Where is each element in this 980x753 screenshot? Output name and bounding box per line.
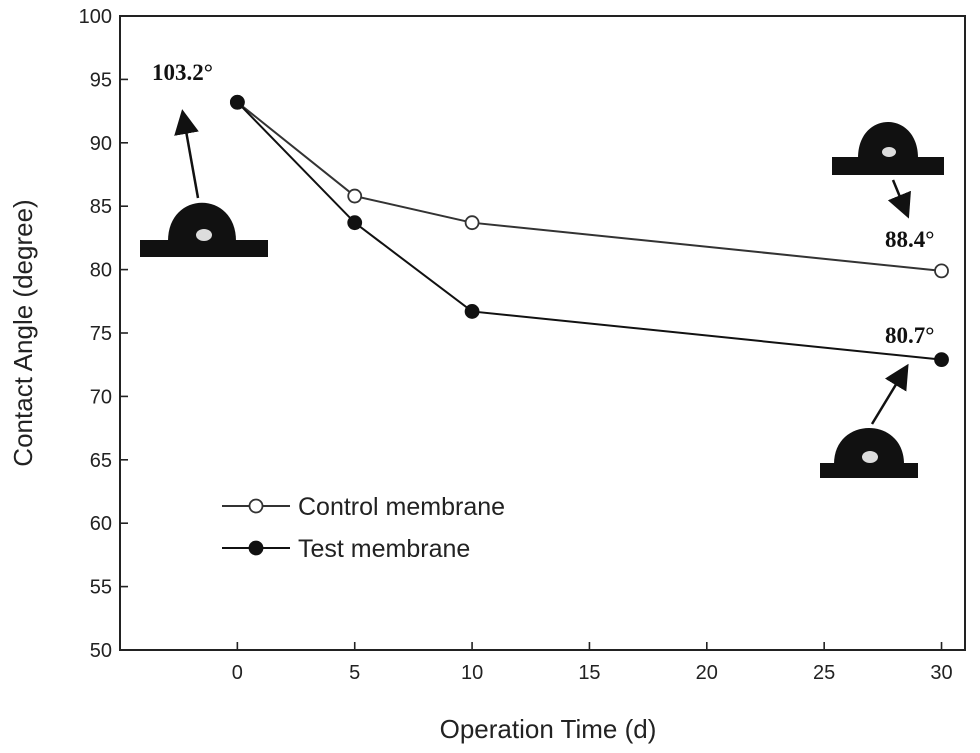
data-point-test [347, 215, 363, 231]
x-tick-label: 15 [578, 662, 600, 684]
x-tick-label: 20 [696, 662, 718, 684]
y-tick-label: 80 [90, 260, 112, 282]
x-tick-label: 25 [813, 662, 835, 684]
axis-ticks: 50 55 60 65 70 75 80 85 90 95 100 0 5 10 15 20 25 30 [79, 6, 953, 684]
legend-label-test: Test membrane [298, 535, 470, 563]
droplet-illustration-test-end [820, 428, 918, 478]
x-axis-title: Operation Time (d) [440, 714, 657, 744]
arrow-test-end [870, 363, 909, 425]
y-tick-label: 60 [90, 513, 112, 535]
legend: Control membrane Test membrane [222, 493, 505, 563]
y-tick-label: 95 [90, 69, 112, 91]
series-line-control [236, 101, 942, 272]
data-point-test [464, 304, 480, 319]
x-tick-label: 5 [349, 662, 360, 684]
y-tick-label: 70 [90, 386, 112, 408]
data-point-control [464, 215, 480, 231]
y-axis-title: Contact Angle (degree) [8, 199, 38, 466]
y-tick-label: 90 [90, 133, 112, 155]
annotation-control-end: 88.4° [885, 227, 934, 252]
y-tick-label: 55 [90, 577, 112, 599]
data-point-test [229, 94, 245, 110]
legend-marker-control [248, 498, 264, 514]
data-point-test [934, 352, 949, 368]
y-tick-label: 85 [90, 196, 112, 218]
y-tick-label: 65 [90, 450, 112, 472]
x-tick-label: 0 [232, 662, 243, 684]
y-tick-label: 100 [79, 6, 112, 28]
legend-label-control: Control membrane [298, 493, 505, 521]
arrow-control-end [887, 179, 911, 219]
y-tick-label: 75 [90, 323, 112, 345]
x-tick-label: 10 [461, 662, 483, 684]
arrow-start [174, 109, 200, 199]
droplet-illustration-control-end [832, 122, 944, 175]
series-layer [229, 94, 949, 368]
series-line-test [236, 101, 942, 361]
data-point-control [347, 188, 363, 204]
y-tick-label: 50 [90, 640, 112, 662]
data-point-control [934, 263, 949, 279]
annotation-test-end: 80.7° [885, 323, 934, 348]
annotation-start: 103.2° [152, 60, 213, 85]
legend-marker-test [248, 540, 264, 556]
x-tick-label: 30 [930, 662, 952, 684]
droplet-illustration-start [140, 202, 268, 257]
